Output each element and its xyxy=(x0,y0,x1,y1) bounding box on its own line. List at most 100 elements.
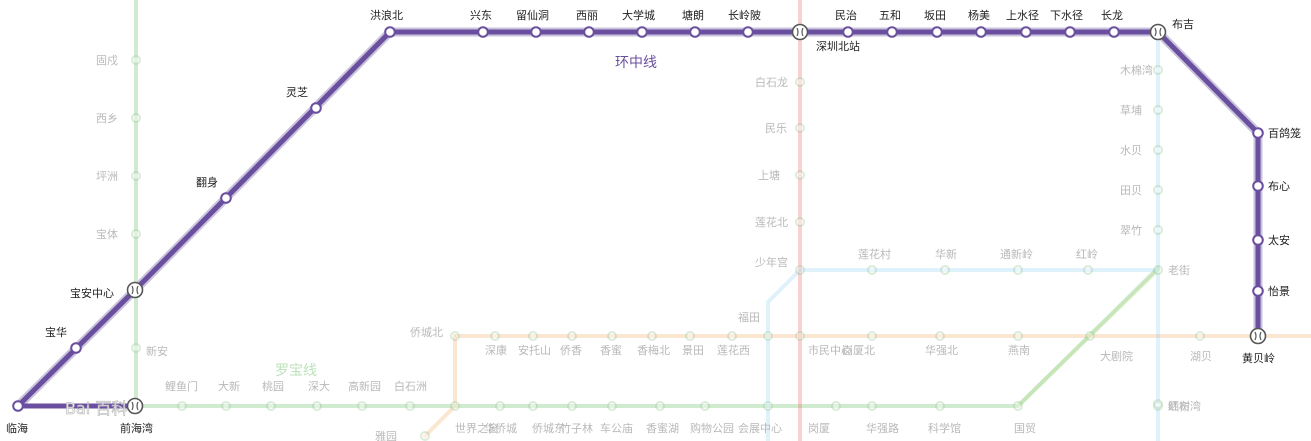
station-label[interactable]: 灵芝 xyxy=(286,86,308,99)
bg-station-label: 红岭 xyxy=(1076,247,1098,261)
station-marker[interactable] xyxy=(530,26,542,38)
bg-station-marker xyxy=(1153,145,1163,155)
bg-station-label: 莲花西 xyxy=(717,344,750,357)
station-marker[interactable] xyxy=(1252,234,1264,246)
station-marker[interactable] xyxy=(70,342,82,354)
bg-station-label: 岗厦北 xyxy=(842,344,875,357)
station-label[interactable]: 民治 xyxy=(835,8,857,22)
bg-station-marker xyxy=(567,331,577,341)
station-marker[interactable] xyxy=(636,26,648,38)
bg-station-marker xyxy=(940,265,950,275)
station-label[interactable]: 百鸽笼 xyxy=(1268,126,1301,140)
bg-station-label: 鲤鱼门 xyxy=(165,379,198,393)
bg-station-marker xyxy=(312,401,322,411)
station-label[interactable]: 五和 xyxy=(879,9,901,22)
station-marker[interactable] xyxy=(1252,180,1264,192)
station-label[interactable]: 宝安中心 xyxy=(70,286,114,300)
station-marker[interactable] xyxy=(1020,26,1032,38)
station-marker[interactable] xyxy=(220,192,232,204)
bg-station-label: 华新 xyxy=(935,247,957,261)
bg-station-label: 大新 xyxy=(218,379,240,393)
station-marker[interactable] xyxy=(384,26,396,38)
transfer-station-marker[interactable] xyxy=(1249,327,1267,345)
bg-station-label: 景田 xyxy=(682,344,704,357)
station-label[interactable]: 前海湾 xyxy=(120,421,153,435)
bg-station-marker xyxy=(490,331,500,341)
station-marker[interactable] xyxy=(477,26,489,38)
station-label[interactable]: 西丽 xyxy=(576,9,598,22)
bg-station-label: 国贸 xyxy=(1014,422,1036,435)
station-marker[interactable] xyxy=(931,26,943,38)
transfer-icon xyxy=(1154,27,1162,37)
bg-station-marker xyxy=(795,217,805,227)
station-label[interactable]: 洪浪北 xyxy=(370,8,403,22)
station-label[interactable]: 宝华 xyxy=(45,325,67,339)
bg-station-label: 侨香 xyxy=(560,344,582,357)
station-marker[interactable] xyxy=(842,26,854,38)
bg-station-label: 科学馆 xyxy=(928,421,961,435)
station-marker[interactable] xyxy=(1252,127,1264,139)
station-marker[interactable] xyxy=(975,26,987,38)
station-label[interactable]: 太安 xyxy=(1268,233,1290,247)
station-marker[interactable] xyxy=(583,26,595,38)
station-marker[interactable] xyxy=(689,26,701,38)
station-marker[interactable] xyxy=(886,26,898,38)
station-marker[interactable] xyxy=(310,102,322,114)
bg-station-label: 通新岭 xyxy=(1000,247,1033,261)
bg-line-lightgreen xyxy=(1016,268,1160,408)
bg-station-marker xyxy=(450,401,460,411)
transfer-station-marker[interactable] xyxy=(1149,23,1167,41)
station-label[interactable]: 深圳北站 xyxy=(816,39,860,53)
main-line xyxy=(16,29,1261,408)
station-marker[interactable] xyxy=(1064,26,1076,38)
bg-station-label: 老街 xyxy=(1168,263,1190,277)
transfer-icon xyxy=(131,401,139,411)
station-label[interactable]: 上水径 xyxy=(1006,9,1039,22)
background-stations xyxy=(131,55,1205,441)
station-label[interactable]: 临海 xyxy=(6,421,28,435)
bg-station-marker xyxy=(450,331,460,341)
bg-station-marker xyxy=(131,55,141,65)
bg-station-label: 晒布 xyxy=(1168,400,1190,413)
station-marker[interactable] xyxy=(742,26,754,38)
station-label[interactable]: 坂田 xyxy=(924,9,946,22)
station-label[interactable]: 布吉 xyxy=(1172,18,1194,31)
station-label[interactable]: 长龙 xyxy=(1101,9,1123,22)
bg-station-label: 岗厦 xyxy=(808,422,830,435)
main-line-stations xyxy=(12,23,1267,415)
transfer-station-marker[interactable] xyxy=(126,397,144,415)
transfer-station-marker[interactable] xyxy=(791,23,809,41)
bg-station-label: 木棉湾 xyxy=(1120,63,1153,77)
bg-station-marker xyxy=(607,331,617,341)
bg-station-label: 高新园 xyxy=(348,379,381,393)
station-marker[interactable] xyxy=(12,400,24,412)
station-label[interactable]: 杨美 xyxy=(968,8,990,22)
station-label[interactable]: 大学城 xyxy=(622,8,655,22)
station-label[interactable]: 布心 xyxy=(1268,180,1290,193)
station-label[interactable]: 黄贝岭 xyxy=(1242,351,1275,365)
bg-station-marker xyxy=(727,331,737,341)
bg-station-label: 香梅北 xyxy=(637,343,670,357)
bg-station-marker xyxy=(935,331,945,341)
station-label[interactable]: 兴东 xyxy=(470,9,492,22)
bg-station-label: 白石龙 xyxy=(755,75,788,89)
bg-station-marker xyxy=(131,343,141,353)
station-marker[interactable] xyxy=(1108,26,1120,38)
bg-station-label: 莲花北 xyxy=(755,216,788,229)
bg-station-label: 会展中心 xyxy=(738,422,782,435)
bg-station-label: 翠竹 xyxy=(1120,223,1142,237)
bg-station-marker xyxy=(1153,265,1163,275)
station-label[interactable]: 怡景 xyxy=(1268,284,1290,298)
bg-station-label: 西乡 xyxy=(96,112,118,125)
bg-station-label: 草埔 xyxy=(1120,104,1142,117)
station-marker[interactable] xyxy=(1252,285,1264,297)
transfer-icon xyxy=(1254,331,1262,341)
station-label[interactable]: 留仙洞 xyxy=(516,9,549,22)
station-label[interactable]: 翻身 xyxy=(196,175,218,189)
station-label[interactable]: 塘朗 xyxy=(682,8,704,22)
station-label[interactable]: 下水径 xyxy=(1050,9,1083,22)
station-label[interactable]: 长岭陂 xyxy=(728,8,761,22)
transfer-icon xyxy=(796,27,804,37)
transfer-station-marker[interactable] xyxy=(126,281,144,299)
